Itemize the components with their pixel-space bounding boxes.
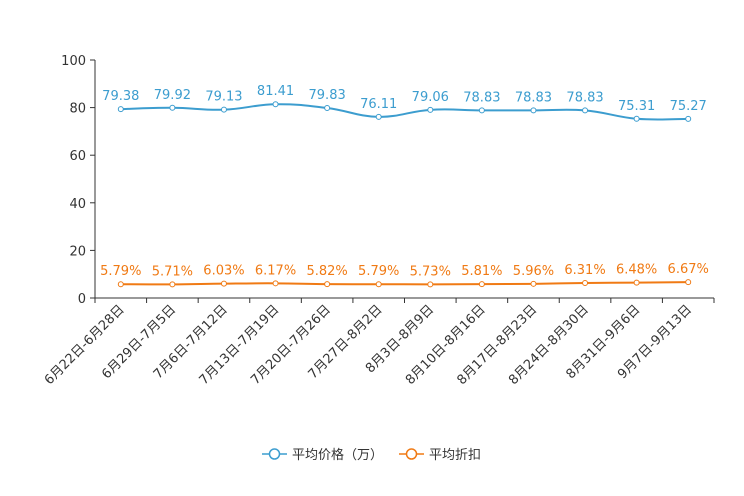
legend-marker-icon: [268, 448, 281, 460]
data-point: [117, 281, 124, 288]
y-tick-label: 40: [69, 197, 86, 212]
y-tick-label: 60: [69, 149, 86, 164]
legend-label: 平均折扣: [429, 448, 481, 463]
data-label: 5.71%: [152, 264, 193, 279]
data-point: [633, 115, 640, 122]
y-tick-label: 0: [78, 292, 86, 307]
data-point: [375, 113, 382, 120]
data-label: 6.03%: [203, 264, 244, 279]
data-point: [427, 281, 434, 288]
data-label: 79.06: [412, 90, 449, 105]
legend-item-2[interactable]: 平均折扣: [399, 448, 481, 463]
legend: 平均价格（万） 平均折扣: [262, 447, 481, 463]
data-point: [324, 105, 331, 112]
data-label: 5.79%: [100, 264, 141, 279]
data-point: [220, 280, 227, 287]
data-label: 5.79%: [358, 264, 399, 279]
data-label: 78.83: [515, 90, 552, 105]
data-point: [220, 106, 227, 113]
data-point: [582, 107, 589, 114]
data-point: [530, 280, 537, 287]
data-label: 79.13: [205, 90, 242, 105]
data-point: [478, 281, 485, 288]
legend-item-1[interactable]: 平均价格（万）: [262, 447, 383, 463]
data-label: 5.73%: [410, 264, 451, 279]
data-point: [324, 281, 331, 288]
y-tick-label: 20: [69, 244, 86, 259]
data-point: [272, 280, 279, 287]
data-label: 78.83: [566, 90, 603, 105]
series-line: [120, 103, 689, 121]
legend-marker-icon: [405, 448, 418, 460]
data-point: [272, 101, 279, 108]
data-point: [685, 279, 692, 286]
data-point: [530, 107, 537, 114]
data-label: 6.48%: [616, 263, 657, 278]
data-point: [427, 106, 434, 113]
data-point: [169, 281, 176, 288]
data-label: 75.31: [618, 99, 655, 114]
data-label: 79.83: [309, 88, 346, 103]
y-tick-label: 80: [69, 102, 86, 117]
data-label: 6.17%: [255, 263, 296, 278]
data-point: [375, 281, 382, 288]
data-label: 79.38: [102, 89, 139, 104]
data-point: [169, 104, 176, 111]
data-label: 6.67%: [668, 262, 709, 277]
data-label: 5.81%: [461, 264, 502, 279]
legend-label: 平均价格（万）: [292, 447, 383, 463]
series-line: [120, 281, 689, 286]
data-label: 76.11: [360, 97, 397, 112]
data-label: 6.31%: [564, 263, 605, 278]
data-label: 75.27: [670, 99, 707, 114]
data-point: [478, 107, 485, 114]
data-label: 79.92: [154, 88, 191, 103]
series-2: 5.79% 5.71% 6.03% 6.17% 5.82% 5.79% 5.73% 5.81%…: [100, 262, 709, 288]
data-label: 5.96%: [513, 264, 554, 279]
data-point: [117, 106, 124, 113]
series-layer: 79.38 79.92 79.13 81.41 79.83 76.11 79.06 78.83…: [100, 84, 709, 288]
data-point: [685, 115, 692, 122]
data-label: 81.41: [257, 84, 294, 99]
data-point: [582, 279, 589, 286]
data-point: [633, 279, 640, 286]
data-label: 78.83: [463, 90, 500, 105]
data-label: 5.82%: [306, 264, 347, 279]
y-tick-label: 100: [61, 54, 86, 69]
series-1: 79.38 79.92 79.13 81.41 79.83 76.11 79.06 78.83…: [102, 84, 707, 122]
